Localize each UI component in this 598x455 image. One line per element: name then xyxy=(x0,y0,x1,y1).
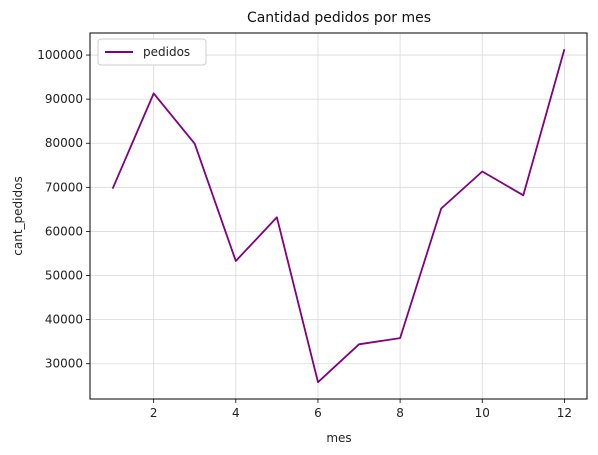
y-axis-ticks: 30000 40000 50000 60000 70000 80000 90000 10000… xyxy=(37,48,90,371)
x-tick-label: 12 xyxy=(557,406,572,420)
y-tick-label: 70000 xyxy=(45,180,83,194)
plot-area xyxy=(89,32,588,400)
x-tick-label: 6 xyxy=(314,406,322,420)
series-group xyxy=(111,49,566,384)
x-axis-ticks: 2 4 6 8 10 12 xyxy=(150,399,572,420)
legend-label: pedidos xyxy=(143,45,190,59)
y-tick-label: 40000 xyxy=(45,313,83,327)
series-line-pedidos xyxy=(111,49,566,384)
legend: pedidos xyxy=(97,38,207,66)
x-tick-label: 2 xyxy=(150,406,158,420)
x-axis-label: mes xyxy=(326,431,351,445)
chart-title: Cantidad pedidos por mes xyxy=(247,10,431,26)
y-tick-label: 60000 xyxy=(45,224,83,238)
y-tick-label: 50000 xyxy=(45,269,83,283)
y-tick-label: 30000 xyxy=(45,357,83,371)
x-tick-label: 10 xyxy=(475,406,490,420)
y-tick-label: 80000 xyxy=(45,136,83,150)
x-tick-label: 8 xyxy=(396,406,404,420)
grid-lines xyxy=(90,33,587,399)
legend-box xyxy=(97,38,207,66)
y-tick-label: 100000 xyxy=(37,48,83,62)
y-axis-label: cant_pedidos xyxy=(11,176,25,255)
x-tick-label: 4 xyxy=(232,406,240,420)
y-tick-label: 90000 xyxy=(45,92,83,106)
